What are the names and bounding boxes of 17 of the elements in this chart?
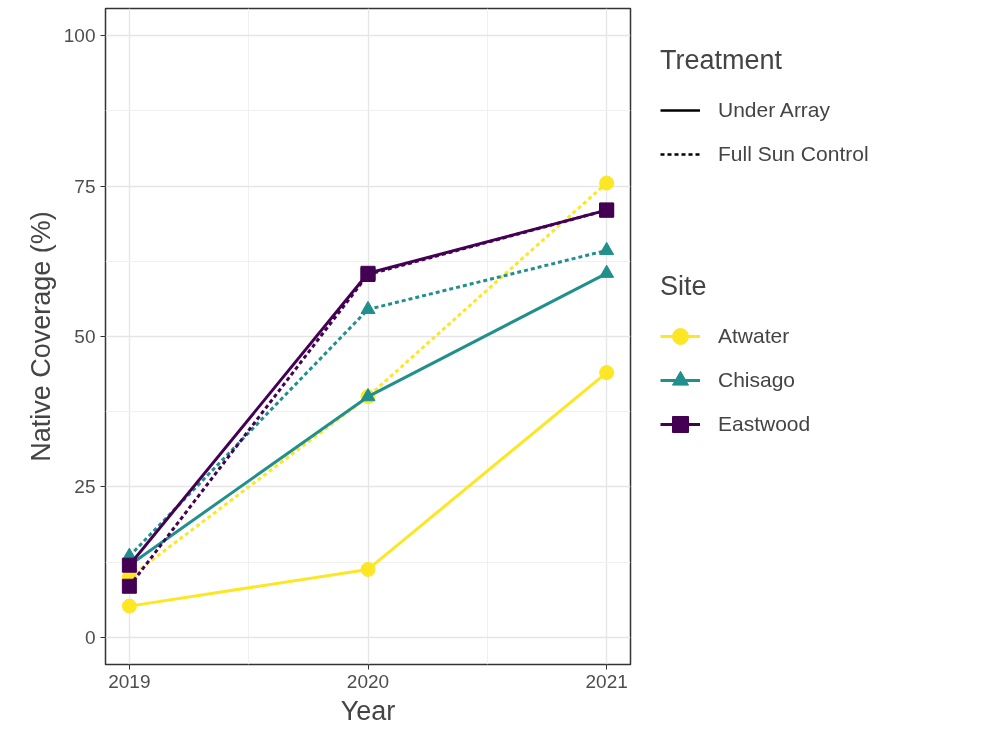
text: Site (660, 271, 707, 301)
legend-label: Eastwood (718, 412, 811, 436)
y-tick-label: 75 (74, 175, 96, 197)
y-tick-label: 100 (63, 25, 96, 47)
text: Full Sun Control (718, 142, 869, 166)
x-tick-label: 2019 (108, 670, 151, 692)
x-axis-title: Year (340, 695, 396, 726)
y-tick-label: 50 (74, 326, 96, 347)
legend-label: Atwater (718, 324, 790, 348)
x-tick-label: 2020 (346, 670, 390, 692)
x-tick-label: 2021 (585, 670, 628, 692)
y-tick-label: 25 (74, 476, 96, 498)
y-tick-label: 0 (84, 626, 96, 648)
text: Treatment (660, 45, 783, 75)
legend-label: Chisago (718, 368, 796, 392)
y-axis-title: Native Coverage (%) (25, 211, 56, 462)
text: Under Array (718, 98, 831, 122)
